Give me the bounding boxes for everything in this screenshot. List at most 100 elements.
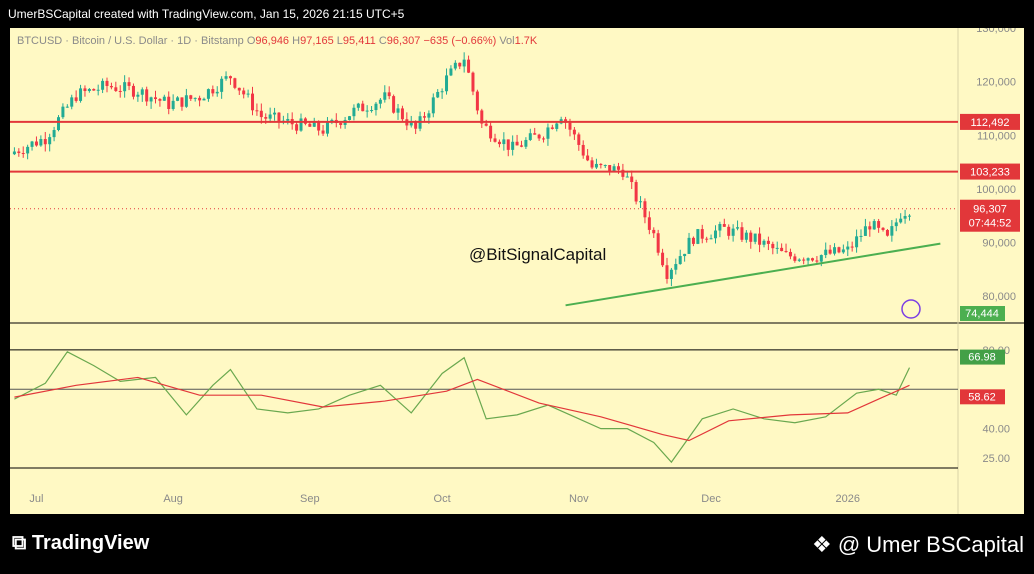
candle-body <box>877 221 881 228</box>
candle-body <box>436 91 440 98</box>
candle-body <box>555 123 559 129</box>
rsi-ma-value-tag <box>960 389 1005 405</box>
rsi-value-label: 66.98 <box>968 352 996 364</box>
candle-body <box>136 94 140 97</box>
resistance-label: 103,233 <box>970 167 1010 179</box>
candle-body <box>489 125 493 139</box>
candle-body <box>325 121 329 134</box>
symbol-legend: BTCUSD · Bitcoin / U.S. Dollar · 1D · Bi… <box>17 35 537 47</box>
candle-body <box>661 252 665 266</box>
candle-body <box>286 118 290 121</box>
candle-body <box>863 226 867 236</box>
candle-body <box>370 110 374 112</box>
candle-body <box>872 221 876 230</box>
candle-body <box>502 139 506 145</box>
candle-body <box>198 97 202 101</box>
candle-body <box>643 201 647 218</box>
candle-body <box>171 100 175 109</box>
lightning-icon <box>901 299 921 319</box>
candle-body <box>65 106 69 108</box>
time-tick-label: Jul <box>29 493 43 505</box>
legend-volume: 1.7K <box>514 35 538 47</box>
tradingview-logo[interactable]: ⧉ TradingView <box>12 532 149 555</box>
candle-body <box>727 226 731 236</box>
candle-body <box>458 62 462 67</box>
candle-body <box>414 121 418 129</box>
candle-body <box>361 103 365 112</box>
candle-body <box>766 240 770 244</box>
candle-body <box>237 87 241 91</box>
chart-canvas[interactable]: 130,000 120,000 110,000 100,000 90,000 80,000… <box>10 28 1024 514</box>
candle-body <box>705 238 709 240</box>
tv-logo-icon: ⧉ <box>12 532 27 554</box>
candle-body <box>422 116 426 118</box>
author-credit: ❖ @ Umer BSCapital <box>812 532 1024 558</box>
candle-body <box>894 222 898 227</box>
candle-body <box>497 141 501 145</box>
candle-body <box>758 233 762 245</box>
candle-body <box>903 215 907 219</box>
candle-body <box>70 97 74 107</box>
candle-body <box>259 110 263 118</box>
candle-body <box>899 218 903 223</box>
candle-body <box>167 96 171 109</box>
candle-body <box>736 227 740 229</box>
legend-high-label: H <box>292 35 301 47</box>
price-tick-label: 130,000 <box>976 28 1016 35</box>
legend-change: −635 (−0.66%) <box>423 35 497 47</box>
candle-body <box>242 90 246 95</box>
rsi-line <box>14 351 911 464</box>
candle-body <box>145 89 149 102</box>
candle-body <box>127 82 131 86</box>
candle-body <box>400 108 404 120</box>
rsi-tick-label: 40.00 <box>982 424 1010 436</box>
candle-body <box>396 108 400 113</box>
candle-body <box>652 229 656 234</box>
candle-body <box>21 153 25 155</box>
candle-body <box>158 99 162 101</box>
candle-body <box>233 78 237 88</box>
candle-body <box>180 97 184 107</box>
candle-body <box>519 145 523 147</box>
candle-body <box>744 232 748 240</box>
candle-body <box>890 226 894 236</box>
candle-body <box>780 247 784 252</box>
candle-body <box>211 89 215 94</box>
candle-body <box>467 59 471 73</box>
candle-body <box>202 98 206 101</box>
chart-header: UmerBSCapital created with TradingView.c… <box>8 7 405 21</box>
candle-body <box>599 163 603 166</box>
time-tick-label: Aug <box>163 493 183 505</box>
candle-body <box>775 247 779 249</box>
legend-open-label: O <box>246 35 256 47</box>
candle-body <box>74 97 78 101</box>
candle-body <box>524 139 528 147</box>
candle-body <box>833 247 837 254</box>
candle-body <box>718 224 722 231</box>
candle-body <box>96 89 100 91</box>
candle-body <box>581 144 585 156</box>
candle-body <box>762 240 766 245</box>
candle-body <box>749 232 753 242</box>
candle-body <box>550 127 554 129</box>
candle-body <box>295 124 299 131</box>
candle-body <box>52 130 56 138</box>
candle-body <box>87 89 91 92</box>
candle-body <box>537 134 541 139</box>
candle-body <box>445 75 449 92</box>
candle-body <box>34 141 38 146</box>
candle-body <box>885 229 889 236</box>
candle-body <box>669 269 673 279</box>
candle-body <box>43 139 47 145</box>
candle-body <box>365 110 369 112</box>
diamond-icon: ❖ <box>811 532 832 557</box>
candle-body <box>352 107 356 117</box>
candle-body <box>39 139 43 146</box>
legend-close: 96,307 <box>386 35 421 47</box>
candle-body <box>264 117 268 119</box>
candle-body <box>815 260 819 262</box>
candle-body <box>506 139 510 150</box>
legend-high: 97,165 <box>300 35 334 47</box>
support-trendline <box>565 242 941 307</box>
candle-body <box>802 259 806 261</box>
